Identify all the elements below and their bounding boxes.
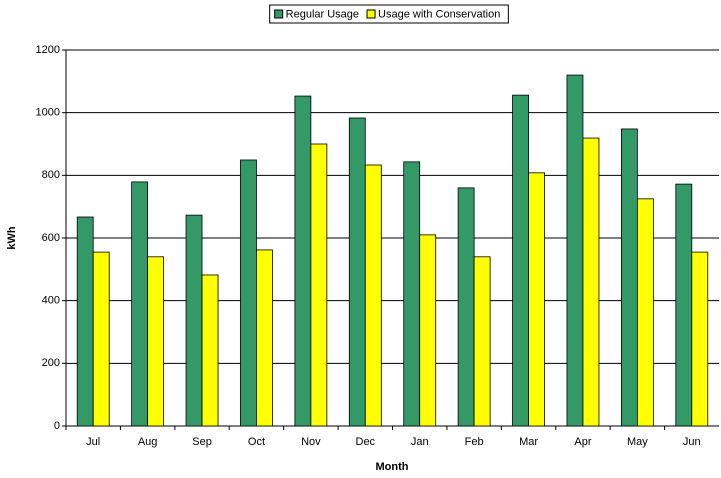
y-tick-label: 0: [54, 420, 60, 432]
bar: [419, 234, 437, 427]
x-tick-label: Oct: [248, 436, 265, 448]
bar: [147, 256, 165, 427]
x-tick-label: Feb: [465, 436, 484, 448]
y-tick-label: 600: [42, 232, 60, 244]
bar: [691, 251, 709, 427]
x-tick-label: Jul: [86, 436, 100, 448]
y-tick-label: 1200: [36, 44, 60, 56]
y-tick-label: 800: [42, 169, 60, 181]
bar: [528, 172, 545, 427]
bar: [92, 251, 110, 427]
legend-swatch: [366, 9, 376, 19]
bar: [457, 187, 475, 427]
bar: [310, 143, 328, 427]
bar: [185, 214, 203, 427]
bar: [582, 137, 600, 427]
x-tick-label: Aug: [138, 436, 158, 448]
bar: [473, 256, 491, 427]
legend-label: Usage with Conservation: [378, 8, 500, 20]
y-tick-label: 400: [42, 295, 60, 307]
bar: [512, 94, 529, 427]
x-tick-label: Dec: [356, 436, 376, 448]
x-tick-label: Nov: [301, 436, 321, 448]
bar: [201, 274, 219, 427]
y-tick-label: 200: [42, 357, 60, 369]
bar: [636, 198, 654, 427]
bar: [620, 128, 638, 427]
bar: [348, 117, 366, 427]
x-tick-label: Sep: [192, 436, 212, 448]
bar: [131, 181, 149, 427]
legend-swatch: [274, 9, 284, 19]
legend-box: [269, 4, 509, 24]
legend-label: Regular Usage: [286, 8, 359, 20]
bar: [675, 183, 693, 427]
x-tick-label: May: [627, 436, 648, 448]
bar: [76, 216, 94, 427]
x-tick-label: Mar: [519, 436, 538, 448]
x-tick-label: Jan: [411, 436, 429, 448]
bar: [256, 249, 273, 427]
y-axis-label: kWh: [6, 226, 18, 250]
x-axis-label: Month: [376, 461, 409, 473]
bar: [403, 161, 421, 427]
x-tick-label: Jun: [683, 436, 701, 448]
y-tick-label: 1000: [36, 107, 60, 119]
bar: [364, 164, 382, 427]
bar: [240, 159, 257, 427]
bar: [294, 95, 312, 427]
x-tick-label: Apr: [574, 436, 591, 448]
bar: [566, 74, 584, 427]
